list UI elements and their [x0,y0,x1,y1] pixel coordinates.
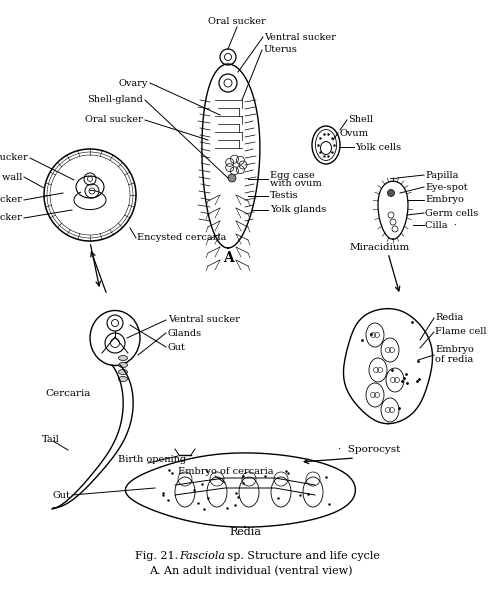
Ellipse shape [119,355,127,361]
Text: Birth opening: Birth opening [118,455,186,464]
Text: Flame cell: Flame cell [435,328,486,337]
Ellipse shape [119,362,127,368]
Text: Cyst  wall: Cyst wall [0,173,22,181]
Text: Embryo: Embryo [435,346,474,355]
Text: Oral sucker: Oral sucker [0,213,22,222]
Text: Fasciola: Fasciola [179,551,225,561]
Text: Papilla: Papilla [425,171,458,180]
Text: Oral sucker: Oral sucker [208,17,266,26]
Text: A: A [223,251,233,265]
Text: Miracidium: Miracidium [350,243,410,252]
Text: Ventral sucker: Ventral sucker [264,32,336,41]
Text: Gut: Gut [168,343,186,352]
Text: Glands: Glands [168,328,202,337]
Text: Encysted cercaria: Encysted cercaria [137,234,226,243]
Text: Embryo: Embryo [425,195,464,204]
Text: Fig. 21.: Fig. 21. [135,551,182,561]
Text: Germ cells: Germ cells [425,208,478,217]
Ellipse shape [119,370,127,374]
Circle shape [228,174,236,182]
Text: Tail: Tail [42,435,60,444]
Text: Embryo of cercaria: Embryo of cercaria [178,467,274,476]
Text: Oral sucker: Oral sucker [0,153,28,162]
Text: Ventral sucker: Ventral sucker [0,195,22,204]
Text: Yolk glands: Yolk glands [270,205,326,214]
Text: A. An adult individual (ventral view): A. An adult individual (ventral view) [149,566,353,576]
Text: sp. Structure and life cycle: sp. Structure and life cycle [224,551,380,561]
Text: of redia: of redia [435,355,473,365]
Text: Redia: Redia [435,313,463,322]
Text: Ovum: Ovum [340,129,369,138]
Text: Ovary: Ovary [119,78,148,87]
Text: Cilla  ·: Cilla · [425,220,457,229]
Text: Gut: Gut [52,491,70,500]
Text: Uterus: Uterus [264,46,298,55]
Text: Ventral sucker: Ventral sucker [168,316,240,325]
Text: Shell-gland: Shell-gland [87,95,143,104]
Text: ·  Sporocyst: · Sporocyst [338,446,400,455]
Text: Shell: Shell [348,116,373,125]
Circle shape [387,189,394,196]
Text: Oral sucker: Oral sucker [85,116,143,125]
Ellipse shape [119,377,127,382]
Text: Testis: Testis [270,192,299,201]
Text: Eye-spot: Eye-spot [425,183,468,192]
Text: Redia: Redia [229,527,261,537]
Text: Cercaria: Cercaria [45,389,91,398]
Text: with ovum: with ovum [270,179,322,187]
Text: Egg case: Egg case [270,171,315,180]
Text: Yolk cells: Yolk cells [355,143,401,152]
